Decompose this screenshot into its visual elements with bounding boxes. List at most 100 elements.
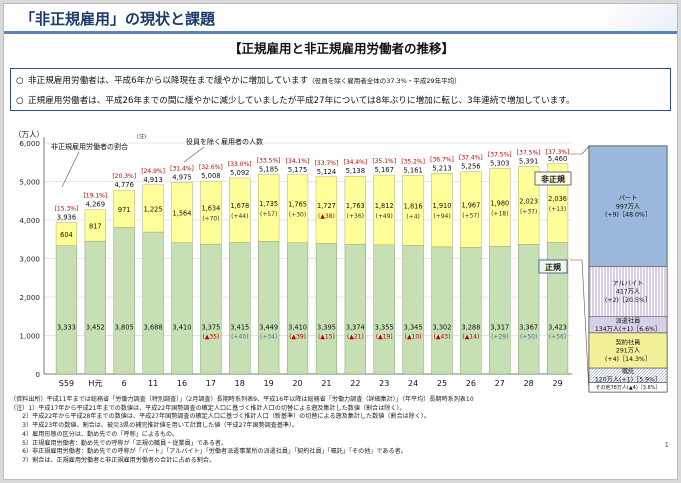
regular-value-label: 3,333 xyxy=(57,324,76,332)
x-category-label: 27 xyxy=(495,379,505,388)
regular-change-label: (▲39) xyxy=(289,334,306,341)
regular-change-label: (+40) xyxy=(231,334,248,341)
regular-series-label: 正規 xyxy=(545,262,561,272)
breakdown-label: 契約社員 xyxy=(616,338,641,346)
ratio-label: [20.3%] xyxy=(112,173,136,180)
source-line: （資料出所）平成11年までは総務省「労働力調査（特別調査）」（2月調査）長期時系… xyxy=(10,396,474,403)
chart-heading: 【正規雇用と非正規雇用労働者の推移】 xyxy=(228,41,454,56)
nonregular-value-label: 1,564 xyxy=(173,210,192,218)
x-category-label: 22 xyxy=(350,379,360,388)
source-line: 5）正規雇用労働者：勤め先での呼称が「正規の職員・従業員」である者。 xyxy=(10,439,228,447)
x-category-label: 17 xyxy=(206,379,216,388)
x-category-label: 6 xyxy=(122,379,127,388)
ratio-label: [31.4%] xyxy=(170,166,194,173)
bar-nonregular xyxy=(258,174,280,242)
nonregular-value-label: 1,967 xyxy=(461,202,480,210)
bar-regular xyxy=(229,242,251,375)
bar-regular xyxy=(402,245,424,375)
y-tick-label: 3,000 xyxy=(19,255,40,264)
regular-value-label: 3,423 xyxy=(548,324,567,332)
slide: 「非正規雇用」の現状と課題 【正規雇用と非正規雇用労働者の推移】 ○ 非正規雇用労… xyxy=(3,3,678,480)
bar-nonregular xyxy=(55,222,78,246)
nonregular-change-label: (▲38) xyxy=(318,213,335,220)
breakdown-label: (+9)［48.0%］ xyxy=(605,211,651,218)
bar-nonregular xyxy=(142,184,164,233)
nonregular-value-label: 604 xyxy=(60,231,73,239)
corner-decoration xyxy=(607,4,677,34)
regular-change-label: (+50) xyxy=(520,334,537,341)
total-value-label: 5,008 xyxy=(201,172,220,180)
regular-change-label: (▲35) xyxy=(202,334,219,341)
regular-value-label: 3,410 xyxy=(288,324,307,332)
nonregular-value-label: 1,816 xyxy=(404,202,423,210)
regular-change-label: (+29) xyxy=(491,334,508,341)
source-notes: （資料出所）平成11年までは総務省「労働力調査（特別調査）」（2月調査）長期時系… xyxy=(10,396,670,466)
ratio-label: [19.1%] xyxy=(83,193,107,200)
bar-nonregular xyxy=(344,176,366,245)
regular-change-label: (▲15) xyxy=(318,334,335,341)
nonregular-value-label: 1,765 xyxy=(288,201,307,209)
ratio-label: [24.9%] xyxy=(141,168,165,175)
total-value-label: 5,460 xyxy=(548,155,567,163)
bar-nonregular xyxy=(431,173,453,248)
regular-series-label-box xyxy=(538,259,568,274)
regular-value-label: 3,288 xyxy=(461,324,480,332)
nonregular-value-label: 2,036 xyxy=(548,195,567,203)
total-annotation: 役員を除く雇用者の人数 xyxy=(186,137,263,146)
nonregular-value-label: 971 xyxy=(118,206,131,214)
nonregular-value-label: 1,812 xyxy=(375,202,394,210)
bar-regular xyxy=(113,227,135,375)
regular-change-label: (▲19) xyxy=(376,334,393,341)
regular-value-label: 3,355 xyxy=(375,324,394,332)
bar-nonregular xyxy=(286,174,309,243)
regular-change-label: (+34) xyxy=(260,334,277,341)
regular-value-label: 3,375 xyxy=(201,324,220,332)
bar-regular xyxy=(518,244,540,375)
regular-value-label: 3,410 xyxy=(173,324,192,332)
summary-box: ○ 非正規雇用労働者は、平成6年から以降現在まで緩やかに増加しています（役員を除く… xyxy=(10,68,671,111)
total-value-label: 5,303 xyxy=(490,159,509,167)
nonregular-change-label: (+4) xyxy=(406,213,420,220)
circle-bullet-icon: ○ xyxy=(16,96,24,106)
source-line: 3）平成23年の数値、割合は、被災3県の補完推計値を用いて計算した値（平成27年… xyxy=(10,422,299,430)
bar-regular xyxy=(431,246,453,375)
title-rule xyxy=(4,31,677,34)
breakdown-label: 派遣社員 xyxy=(616,317,641,325)
y-tick-label: 1,000 xyxy=(19,332,40,341)
regular-value-label: 3,317 xyxy=(490,324,509,332)
nonregular-change-label: (+49) xyxy=(376,213,393,220)
bar-regular xyxy=(315,243,338,375)
total-value-label: 4,776 xyxy=(114,181,133,189)
nonregular-change-label: (+30) xyxy=(289,212,306,219)
x-category-label: 11 xyxy=(148,379,158,388)
ratio-label: [37.4%] xyxy=(459,155,483,162)
x-category-label: H元 xyxy=(88,379,102,388)
x-category-label: 28 xyxy=(524,379,534,388)
ratio-label: [34.1%] xyxy=(286,158,310,165)
bar-nonregular xyxy=(489,168,511,247)
x-category-label: 18 xyxy=(235,379,245,388)
bar-regular xyxy=(171,242,193,375)
bar-nonregular xyxy=(229,177,251,243)
ratio-label: [32.6%] xyxy=(199,164,223,171)
ratio-annotation-leader xyxy=(61,151,80,188)
regular-value-label: 3,374 xyxy=(346,324,365,332)
ratio-label: [35.2%] xyxy=(401,158,425,165)
regular-change-label: (▲43) xyxy=(434,334,451,341)
breakdown-label: 嘱託 xyxy=(622,367,634,375)
regular-value-label: 3,449 xyxy=(259,324,278,332)
nonregular-value-label: 817 xyxy=(89,222,102,230)
regular-change-label: (+56) xyxy=(549,334,566,341)
y-tick-label: 2,000 xyxy=(19,293,40,302)
y-tick-label: 5,000 xyxy=(19,178,40,187)
x-category-label: 23 xyxy=(379,379,389,388)
bar-nonregular xyxy=(84,209,106,242)
x-category-label: 29 xyxy=(552,379,562,388)
nonregular-change-label: (+44) xyxy=(231,213,248,220)
x-category-label: 25 xyxy=(437,379,447,388)
breakdown-label: パート xyxy=(619,195,638,202)
total-value-label: 3,936 xyxy=(57,213,76,221)
source-line: 6）非正規雇用労働者：勤め先での呼称が「パート」「アルバイト」「労働者派遣事業所… xyxy=(10,448,407,456)
breakdown-label: 417万人 xyxy=(616,289,640,296)
total-value-label: 5,124 xyxy=(317,168,336,176)
